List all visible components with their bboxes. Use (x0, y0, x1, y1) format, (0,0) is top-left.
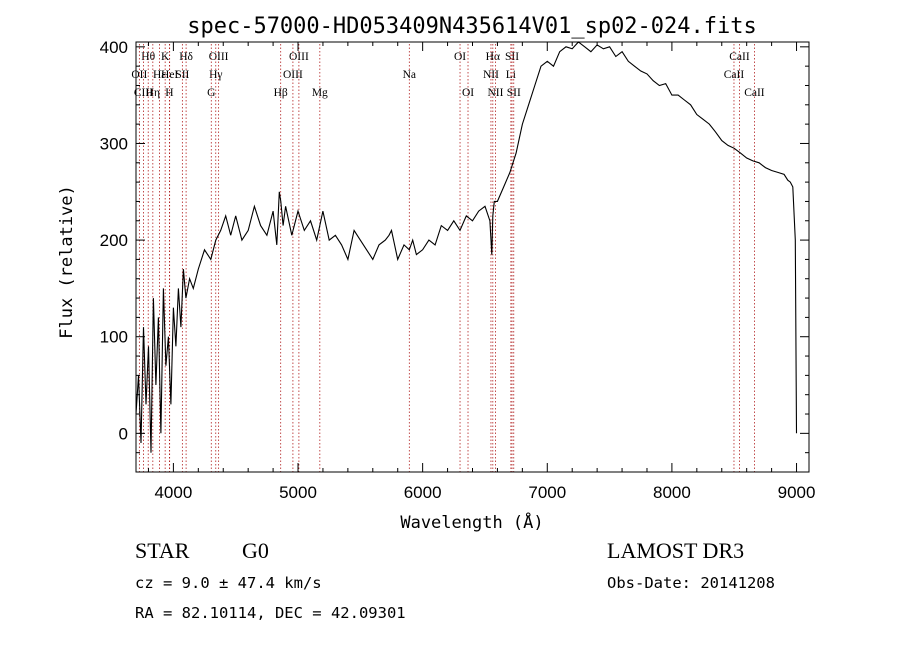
line-marker-label: SII (507, 87, 521, 99)
x-tick-label: 6000 (404, 483, 442, 502)
chart-title: spec-57000-HD053409N435614V01_sp02-024.f… (187, 14, 757, 39)
line-marker-label: K (161, 51, 170, 63)
y-tick-label: 100 (100, 328, 128, 347)
coordinates: RA = 82.10114, DEC = 42.09301 (135, 604, 406, 622)
line-marker-label: OIII (209, 51, 229, 63)
line-marker-label: OIII (283, 69, 303, 81)
line-marker-label: OI (462, 87, 474, 99)
y-tick-label: 200 (100, 231, 128, 250)
y-axis-label: Flux (relative) (57, 185, 77, 339)
line-marker-label: Hδ (179, 51, 193, 63)
y-tick-label: 300 (100, 134, 128, 153)
line-marker-label: Hθ (141, 51, 155, 63)
line-marker-label: SII (175, 69, 189, 81)
line-marker-label: H (165, 87, 173, 99)
x-axis-label: Wavelength (Å) (400, 511, 543, 533)
line-marker-label: NII (487, 87, 503, 99)
line-marker-label: CaII (724, 69, 745, 81)
y-tick-label: 400 (100, 38, 128, 57)
plot-frame (135, 41, 810, 473)
x-tick-label: 4000 (154, 483, 192, 502)
spectrum-line (135, 41, 798, 453)
survey-name: LAMOST DR3 (607, 538, 745, 563)
object-type: STAR (135, 538, 190, 563)
x-tick-label: 8000 (653, 483, 691, 502)
line-marker-label: Hα (486, 51, 500, 63)
x-tick-label: 7000 (528, 483, 566, 502)
line-marker-label: Li (506, 69, 516, 81)
line-marker-label: OII (131, 69, 147, 81)
line-marker-label: OIII (289, 51, 309, 63)
obs-date: Obs-Date: 20141208 (607, 574, 775, 592)
line-marker-label: CaII (729, 51, 750, 63)
line-marker-label: Mg (312, 87, 328, 99)
line-marker-label: Hη (146, 87, 160, 99)
line-marker-label: CaII (744, 87, 765, 99)
redshift: cz = 9.0 ± 47.4 km/s (135, 574, 322, 592)
x-tick-label: 5000 (279, 483, 317, 502)
line-marker-label: Na (403, 69, 416, 81)
line-marker-label: Hγ (209, 69, 222, 81)
line-marker-label: OI (454, 51, 466, 63)
x-tick-label: 9000 (778, 483, 816, 502)
line-marker-label: HeI (161, 69, 178, 81)
axis-ticks: 4000 5000 6000 7000 8000 9000 0 100 200 300 400 (100, 38, 816, 502)
y-tick-label: 0 (119, 424, 128, 443)
line-marker-label: Hβ (274, 87, 288, 99)
line-marker-label: CIII (134, 87, 153, 99)
line-marker-label: G (207, 87, 215, 99)
subclass: G0 (242, 538, 269, 563)
line-marker-label: NII (483, 69, 499, 81)
line-marker-label: SII (505, 51, 519, 63)
line-marker-label: Hε (153, 69, 166, 81)
